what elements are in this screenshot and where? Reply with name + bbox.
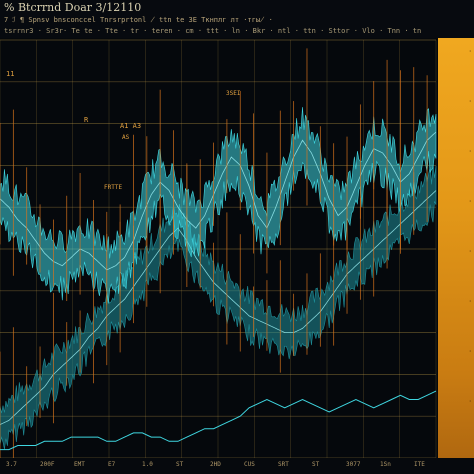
- rail-tick-label: ·: [468, 398, 472, 405]
- x-axis-tick-label: ST: [176, 461, 184, 468]
- ticker-line-2: tsrrnr3 · Sr3r· Te te · Tte · tr · teren…: [4, 27, 422, 35]
- annotation-center-vals: 3SEI: [226, 90, 241, 97]
- annotation-mid-note: FRTTE: [104, 184, 123, 191]
- series-baseline-line: [0, 390, 437, 451]
- x-axis-tick-label: ST: [312, 461, 320, 468]
- chart-title: % Btcrrnd Doar 3/12110: [4, 1, 142, 14]
- x-axis-tick-label: 3.7: [6, 461, 17, 468]
- rail-tick-label: ·: [468, 348, 472, 355]
- x-axis-tick-label: E7: [108, 461, 116, 468]
- rail-tick-label: ·: [468, 48, 472, 55]
- series-upper-band: [0, 107, 437, 304]
- x-axis-tick-label: 3077: [346, 461, 361, 468]
- x-axis-tick-label: ITE: [414, 461, 425, 468]
- rail-tick-label: ·: [468, 98, 472, 105]
- chart-header: % Btcrrnd Doar 3/12110 7 ℐ ¶ Spnsv bnsco…: [0, 0, 474, 38]
- annotation-price-block: A1 A3: [120, 122, 142, 130]
- series-upper-line: [0, 131, 437, 271]
- annotation-top-left: 11: [6, 70, 15, 78]
- x-axis-tick-label: EMT: [74, 461, 85, 468]
- x-axis-tick-label: 2HD: [210, 461, 221, 468]
- x-axis-tick-label: 1.0: [142, 461, 153, 468]
- rail-tick-label: ·: [468, 198, 472, 205]
- ticker-line-1: 7 ℐ ¶ Spnsv bnsconccel Tnrsrprtonl ̸ ttn…: [4, 16, 273, 24]
- annotation-price-sub: AS: [122, 134, 130, 141]
- series-lower-band: [0, 164, 437, 450]
- rail-tick-label: ·: [468, 148, 472, 155]
- annotation-mid-left: R: [84, 116, 89, 124]
- x-axis-tick-label: 1Sn: [380, 461, 391, 468]
- rail-tick-label: ·: [468, 248, 472, 255]
- x-axis-tick-label: CUS: [244, 461, 255, 468]
- series-lower-line: [0, 190, 437, 425]
- rail-tick-label: ·: [468, 298, 472, 305]
- x-axis-tick-label: SRT: [278, 461, 289, 468]
- x-axis-tick-label: 200F: [40, 461, 55, 468]
- chart-footer: 3.7 200F EMT E7 1.0 ST 2HD CUS SRT ST 3077 1Sn ITE: [0, 458, 474, 474]
- price-scale-rail[interactable]: [438, 38, 474, 458]
